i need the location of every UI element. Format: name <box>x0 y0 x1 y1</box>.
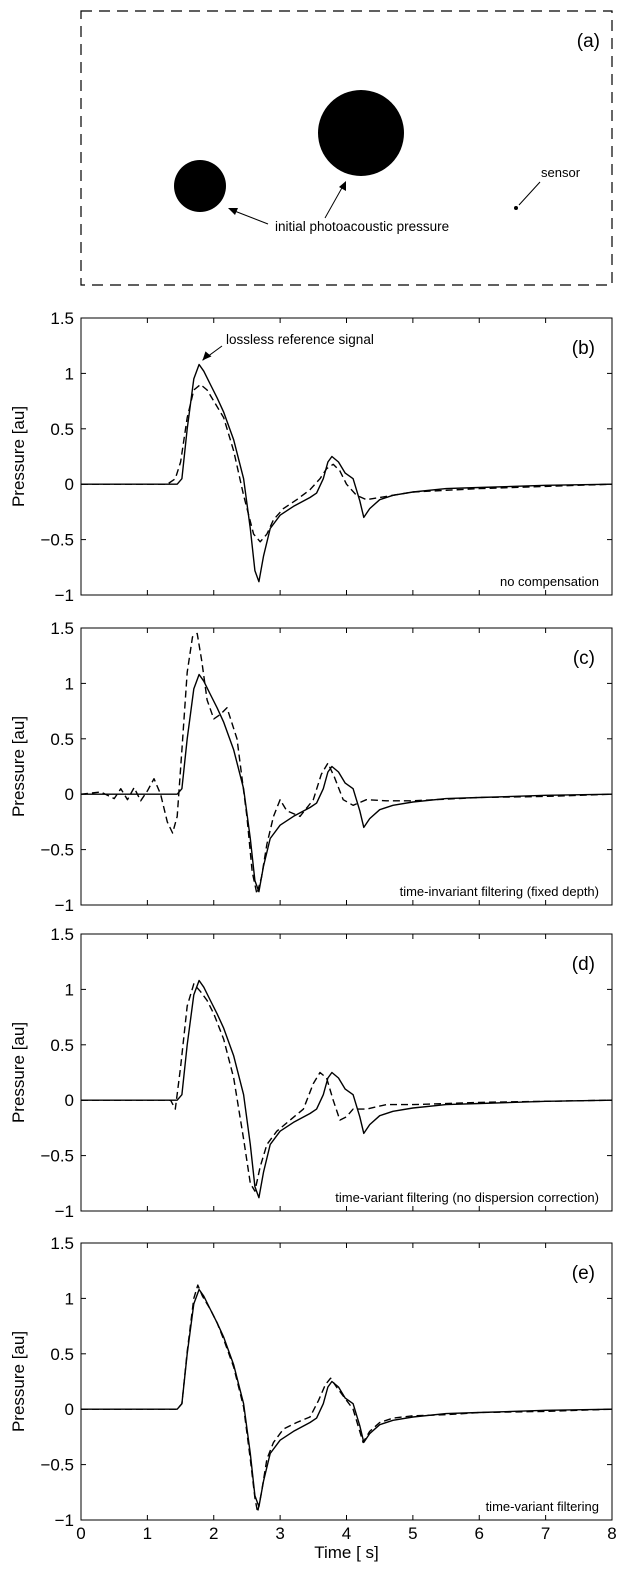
arrow-head-large <box>339 181 346 191</box>
y-tick-label: 1.5 <box>50 1234 74 1253</box>
x-tick-label: 4 <box>342 1524 351 1543</box>
panel-label: (b) <box>572 338 595 359</box>
y-tick-label: −1 <box>55 586 74 605</box>
y-tick-label: 0.5 <box>50 1036 74 1055</box>
y-tick-label: −0.5 <box>40 531 74 550</box>
plots: 1.5 1 0.5 0 −0.5 −1 Pressure [au] (b) no compens… <box>9 309 617 1562</box>
y-tick-label: −0.5 <box>40 1147 74 1166</box>
compensated-signal-line <box>80 632 613 895</box>
y-tick-label: 0 <box>65 1400 74 1419</box>
domain-boundary <box>80 10 613 286</box>
x-tick-label: 8 <box>607 1524 616 1543</box>
y-tick-label: 1.5 <box>50 309 74 328</box>
y-tick-label: 1 <box>65 674 74 693</box>
method-annotation: no compensation <box>500 574 599 589</box>
y-tick-label: −1 <box>55 1202 74 1221</box>
y-axis-label: Pressure [au] <box>9 1022 28 1123</box>
y-tick-label: 0 <box>65 785 74 804</box>
x-tick-label: 3 <box>275 1524 284 1543</box>
method-annotation: time-variant filtering <box>486 1499 599 1514</box>
y-tick-label: 1 <box>65 364 74 383</box>
reference-signal-line <box>81 673 613 893</box>
arrow-to-small-source <box>231 209 269 225</box>
callout-arrow-head <box>202 351 212 361</box>
y-axis-label: Pressure [au] <box>9 1331 28 1432</box>
y-tick-label: 0 <box>65 475 74 494</box>
y-tick-label: 0.5 <box>50 420 74 439</box>
y-tick-label: 1.5 <box>50 925 74 944</box>
schematic-panel: (a) initial photoacoustic pressure senso… <box>80 10 613 286</box>
arrow-to-sensor <box>518 181 541 206</box>
y-axis-label: Pressure [au] <box>9 406 28 507</box>
x-tick-label: 1 <box>143 1524 152 1543</box>
x-tick-label: 2 <box>209 1524 218 1543</box>
axes-frame <box>80 627 613 906</box>
reference-callout: lossless reference signal <box>226 332 374 347</box>
chart-panel: 1.5 1 0.5 0 −0.5 −1 Pressure [au] (c) time-invar… <box>9 619 613 915</box>
x-tick-label: 7 <box>541 1524 550 1543</box>
panel-label: (d) <box>572 954 595 975</box>
large-pressure-source <box>318 90 404 176</box>
reference-signal-line <box>81 363 613 583</box>
panel-label: (e) <box>572 1263 595 1284</box>
y-tick-label: 1 <box>65 980 74 999</box>
y-tick-label: 0 <box>65 1091 74 1110</box>
axes-frame <box>80 317 613 596</box>
sensor-point <box>514 206 518 210</box>
small-pressure-source <box>174 160 226 212</box>
axes-frame <box>80 933 613 1212</box>
reference-signal-line <box>81 979 613 1199</box>
sensor-annotation: sensor <box>541 165 581 180</box>
y-tick-label: 0.5 <box>50 1345 74 1364</box>
compensated-signal-line <box>81 1284 613 1513</box>
compensated-signal-line <box>81 383 613 543</box>
y-tick-label: 0.5 <box>50 730 74 749</box>
panel-label: (c) <box>573 648 595 669</box>
y-tick-label: −1 <box>55 896 74 915</box>
x-tick-label: 0 <box>76 1524 85 1543</box>
arrow-head-small <box>228 208 238 215</box>
y-tick-label: 1 <box>65 1289 74 1308</box>
reference-signal-line <box>81 1288 613 1508</box>
axes-frame <box>80 1242 613 1521</box>
x-tick-label: 5 <box>408 1524 417 1543</box>
y-tick-label: 1.5 <box>50 619 74 638</box>
x-tick-label: 6 <box>475 1524 484 1543</box>
chart-panel: 1.5 1 0.5 0 −0.5 −1 Pressure [au] (d) time-varia… <box>9 925 613 1221</box>
method-annotation: time-invariant filtering (fixed depth) <box>400 884 599 899</box>
y-tick-label: −1 <box>55 1511 74 1530</box>
chart-panel: 1.5 1 0.5 0 −0.5 −1 Pressure [au] (b) no compens… <box>9 309 613 605</box>
y-axis-label: Pressure [au] <box>9 716 28 817</box>
y-tick-label: −0.5 <box>40 1456 74 1475</box>
x-axis-label: Time [ s] <box>314 1543 379 1562</box>
arrow-to-large-source <box>324 185 344 219</box>
panel-label-a: (a) <box>577 31 600 52</box>
compensated-signal-line <box>81 983 613 1192</box>
pressure-annotation: initial photoacoustic pressure <box>275 219 449 234</box>
method-annotation: time-variant filtering (no dispersion co… <box>335 1190 599 1205</box>
y-tick-label: −0.5 <box>40 841 74 860</box>
